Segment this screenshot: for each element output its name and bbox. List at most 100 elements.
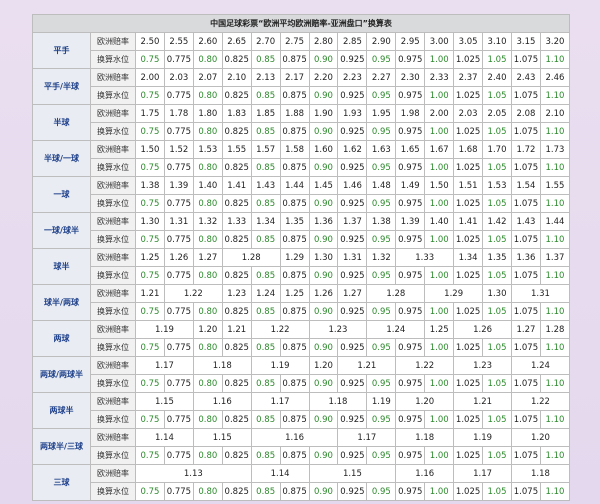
odds-cell: 1.28 bbox=[366, 284, 426, 303]
odds-cell: 1.14 bbox=[135, 428, 194, 447]
odds-cell: 1.19 bbox=[135, 320, 194, 339]
water-cell: 0.825 bbox=[221, 86, 252, 105]
odds-cell: 1.32 bbox=[366, 248, 397, 267]
odds-cell: 1.16 bbox=[395, 464, 455, 483]
water-cell: 1.05 bbox=[482, 446, 512, 465]
water-cell: 0.825 bbox=[221, 158, 252, 177]
water-cell: 0.80 bbox=[192, 158, 223, 177]
water-row: 换算水位 0.75 0.775 0.80 0.825 0.85 0.875 0.90 0.925… bbox=[33, 374, 571, 393]
water-cell: 1.05 bbox=[482, 50, 512, 69]
odds-cell: 1.45 bbox=[308, 176, 339, 195]
odds-cell: 1.63 bbox=[366, 140, 397, 159]
odds-cell: 2.13 bbox=[250, 68, 281, 87]
odds-cell: 1.19 bbox=[250, 356, 310, 375]
odds-cell: 1.19 bbox=[366, 392, 397, 411]
row-label: 换算水位 bbox=[90, 302, 136, 321]
odds-cell: 1.15 bbox=[308, 464, 397, 483]
water-cell: 1.10 bbox=[539, 410, 571, 429]
water-cell: 0.875 bbox=[279, 482, 310, 501]
water-row: 换算水位 0.75 0.775 0.80 0.825 0.85 0.875 0.90 0.925… bbox=[33, 194, 571, 213]
water-cell: 0.975 bbox=[395, 122, 426, 141]
odds-row: 两球 欧洲赔率 1.19 1.20 1.21 1.22 1.23 1.24 1.25 1.26 1.… bbox=[32, 320, 571, 357]
odds-cell: 1.29 bbox=[279, 248, 310, 267]
water-cell: 0.95 bbox=[366, 338, 397, 357]
water-cell: 0.825 bbox=[221, 482, 252, 501]
water-row: 换算水位 0.75 0.775 0.80 0.825 0.85 0.875 0.90 0.925… bbox=[33, 446, 571, 465]
odds-row: 球半/两球 欧洲赔率 1.21 1.22 1.23 1.24 1.25 1.26 1.27 1.2… bbox=[32, 284, 571, 321]
water-cell: 0.95 bbox=[366, 266, 397, 285]
water-cell: 0.825 bbox=[221, 338, 252, 357]
water-cell: 0.775 bbox=[163, 122, 194, 141]
water-cell: 0.925 bbox=[337, 446, 368, 465]
odds-cell: 1.98 bbox=[395, 104, 426, 123]
odds-cell: 1.75 bbox=[135, 104, 165, 123]
odds-cell: 1.19 bbox=[453, 428, 512, 447]
row-label: 欧洲赔率 bbox=[90, 32, 136, 51]
odds-cell: 2.08 bbox=[510, 104, 541, 123]
odds-cell: 1.27 bbox=[510, 320, 541, 339]
odds-cell: 1.31 bbox=[163, 212, 194, 231]
water-cell: 0.90 bbox=[308, 374, 339, 393]
water-cell: 1.00 bbox=[424, 86, 455, 105]
water-cell: 0.775 bbox=[163, 338, 194, 357]
odds-row: 一球 欧洲赔率 1.38 1.39 1.40 1.41 1.43 1.44 1.45 1.46 1.… bbox=[32, 176, 571, 213]
handicap-label: 两球半/三球 bbox=[32, 428, 91, 465]
water-cell: 0.90 bbox=[308, 410, 339, 429]
odds-cell: 1.88 bbox=[279, 104, 310, 123]
odds-cell: 1.41 bbox=[453, 212, 484, 231]
water-cell: 0.75 bbox=[135, 122, 165, 141]
odds-cell: 3.00 bbox=[424, 32, 455, 51]
water-cell: 0.775 bbox=[163, 374, 194, 393]
water-cell: 0.90 bbox=[308, 86, 339, 105]
water-cell: 0.975 bbox=[395, 230, 426, 249]
water-cell: 1.00 bbox=[424, 50, 455, 69]
odds-cell: 1.44 bbox=[279, 176, 310, 195]
water-cell: 0.925 bbox=[337, 410, 368, 429]
odds-cell: 1.31 bbox=[510, 284, 571, 303]
water-cell: 0.85 bbox=[250, 230, 281, 249]
water-cell: 0.925 bbox=[337, 50, 368, 69]
handicap-label: 两球 bbox=[32, 320, 91, 357]
water-cell: 1.00 bbox=[424, 230, 455, 249]
odds-row: 两球/两球半 欧洲赔率 1.17 1.18 1.19 1.20 1.21 1.22 1.23 1.… bbox=[32, 356, 571, 393]
water-cell: 0.95 bbox=[366, 446, 397, 465]
odds-cell: 1.25 bbox=[424, 320, 455, 339]
odds-cell: 1.15 bbox=[192, 428, 252, 447]
water-cell: 1.075 bbox=[510, 194, 541, 213]
odds-row: 一球/球半 欧洲赔率 1.30 1.31 1.32 1.33 1.34 1.35 1.36 1.3… bbox=[32, 212, 571, 249]
water-row: 换算水位 0.75 0.775 0.80 0.825 0.85 0.875 0.90 0.925… bbox=[33, 302, 571, 321]
odds-cell: 1.54 bbox=[510, 176, 541, 195]
water-cell: 1.05 bbox=[482, 230, 512, 249]
odds-cell: 2.75 bbox=[279, 32, 310, 51]
water-cell: 0.775 bbox=[163, 194, 194, 213]
water-cell: 0.875 bbox=[279, 374, 310, 393]
odds-cell: 1.39 bbox=[163, 176, 194, 195]
odds-cell: 1.21 bbox=[221, 320, 252, 339]
odds-cell: 2.50 bbox=[135, 32, 165, 51]
odds-cell: 2.95 bbox=[395, 32, 426, 51]
water-cell: 0.975 bbox=[395, 302, 426, 321]
water-cell: 1.05 bbox=[482, 122, 512, 141]
water-cell: 0.85 bbox=[250, 338, 281, 357]
odds-cell: 1.28 bbox=[539, 320, 571, 339]
water-cell: 0.75 bbox=[135, 194, 165, 213]
odds-cell: 1.65 bbox=[395, 140, 426, 159]
water-cell: 1.075 bbox=[510, 266, 541, 285]
handicap-label: 三球 bbox=[32, 464, 91, 501]
water-cell: 1.05 bbox=[482, 194, 512, 213]
water-cell: 0.80 bbox=[192, 50, 223, 69]
water-cell: 1.10 bbox=[539, 482, 571, 501]
water-cell: 0.975 bbox=[395, 338, 426, 357]
odds-cell: 1.23 bbox=[221, 284, 252, 303]
odds-cell: 1.57 bbox=[250, 140, 281, 159]
odds-cell: 1.24 bbox=[366, 320, 426, 339]
water-row: 换算水位 0.75 0.775 0.80 0.825 0.85 0.875 0.90 0.925… bbox=[33, 230, 571, 249]
water-cell: 0.75 bbox=[135, 266, 165, 285]
water-cell: 0.875 bbox=[279, 194, 310, 213]
water-cell: 0.925 bbox=[337, 194, 368, 213]
water-cell: 0.925 bbox=[337, 374, 368, 393]
water-cell: 1.00 bbox=[424, 122, 455, 141]
row-label: 欧洲赔率 bbox=[90, 176, 136, 195]
water-cell: 1.025 bbox=[453, 122, 484, 141]
odds-cell: 2.70 bbox=[250, 32, 281, 51]
